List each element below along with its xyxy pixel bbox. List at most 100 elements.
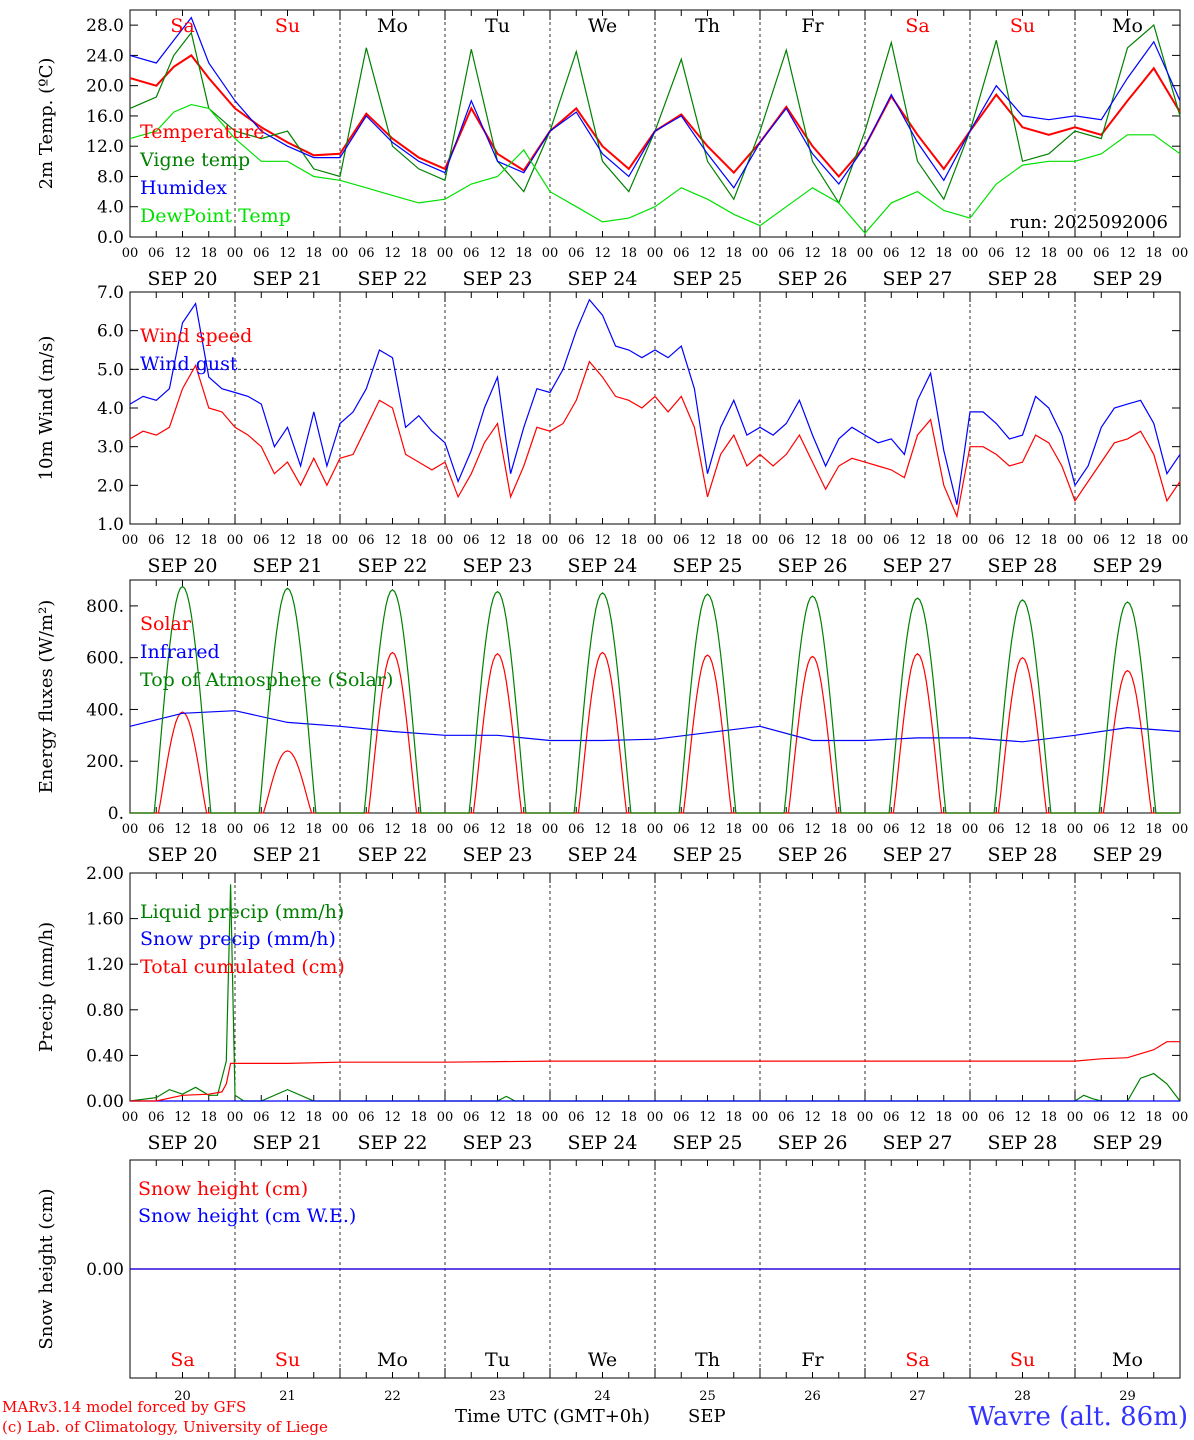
hour-label: 18: [1145, 822, 1162, 837]
hour-label: 00: [332, 822, 349, 837]
hour-label: 12: [804, 1110, 821, 1125]
hour-label: 12: [804, 533, 821, 548]
date-label: SEP 28: [988, 1132, 1058, 1154]
hour-label: 00: [542, 1110, 559, 1125]
hour-label: 00: [857, 822, 874, 837]
date-label: SEP 27: [883, 555, 953, 577]
hour-label: 12: [909, 246, 926, 261]
hour-label: 18: [200, 822, 217, 837]
weekday-label-bottom: Tu: [485, 1349, 510, 1371]
hour-label: 12: [699, 533, 716, 548]
legend-entry: Liquid precip (mm/h): [140, 901, 344, 923]
legend-entry: Top of Atmosphere (Solar): [140, 669, 393, 691]
hour-label: 18: [620, 246, 637, 261]
day-number-label: 20: [174, 1389, 191, 1404]
date-label: SEP 28: [988, 268, 1058, 290]
series-line-infrared: [129, 710, 1181, 743]
y-tick-label: 4.0: [97, 198, 124, 218]
hour-label: 00: [122, 1110, 139, 1125]
date-label: SEP 26: [778, 844, 848, 866]
hour-label: 06: [673, 822, 690, 837]
hour-label: 06: [253, 533, 270, 548]
y-tick-label: 0.40: [86, 1046, 124, 1066]
hour-label: 18: [305, 533, 322, 548]
hour-label: 00: [1067, 533, 1084, 548]
day-number-label: 29: [1119, 1389, 1136, 1404]
hour-label: 18: [725, 822, 742, 837]
hour-label: 12: [279, 1110, 296, 1125]
hour-label: 12: [489, 533, 506, 548]
hour-label: 12: [279, 822, 296, 837]
date-label: SEP 29: [1093, 844, 1163, 866]
hour-label: 18: [725, 533, 742, 548]
date-label: SEP 28: [988, 555, 1058, 577]
hour-label: 06: [988, 1110, 1005, 1125]
date-label: SEP 27: [883, 1132, 953, 1154]
date-label: SEP 21: [253, 268, 323, 290]
y-tick-label: 3.0: [97, 438, 124, 458]
series-line-top-of-atmosphere-solar-: [130, 585, 1180, 814]
hour-label: 06: [1093, 246, 1110, 261]
date-label: SEP 21: [253, 1132, 323, 1154]
hour-label: 06: [148, 246, 165, 261]
hour-label: 06: [358, 246, 375, 261]
hour-label: 12: [174, 1110, 191, 1125]
date-label: SEP 23: [463, 1132, 533, 1154]
hour-label: 12: [489, 1110, 506, 1125]
time-axis-title: Time UTC (GMT+0h): [455, 1406, 650, 1427]
weekday-label-top: Sa: [170, 15, 194, 37]
y-axis-label: Precip (mm/h): [36, 922, 57, 1052]
hour-label: 06: [463, 822, 480, 837]
hour-label: 00: [752, 246, 769, 261]
hour-label: 12: [384, 246, 401, 261]
hour-label: 12: [384, 533, 401, 548]
hour-label: 06: [673, 533, 690, 548]
date-label: SEP 24: [568, 555, 638, 577]
hour-label: 06: [1093, 822, 1110, 837]
hour-label: 06: [988, 822, 1005, 837]
hour-label: 00: [1172, 1110, 1189, 1125]
date-label: SEP 28: [988, 844, 1058, 866]
date-label: SEP 24: [568, 268, 638, 290]
hour-label: 12: [909, 533, 926, 548]
hour-label: 00: [1067, 822, 1084, 837]
y-tick-label: 28.0: [86, 16, 124, 36]
hour-label: 18: [620, 1110, 637, 1125]
weekday-label-top: Su: [1010, 15, 1035, 37]
hour-label: 00: [437, 1110, 454, 1125]
hour-label: 12: [174, 822, 191, 837]
y-tick-label: 6.0: [97, 322, 124, 342]
date-label: SEP 26: [778, 555, 848, 577]
hour-label: 12: [804, 246, 821, 261]
hour-label: 00: [437, 246, 454, 261]
hour-label: 18: [200, 533, 217, 548]
hour-label: 00: [227, 1110, 244, 1125]
hour-label: 06: [253, 822, 270, 837]
y-tick-label: 24.0: [86, 46, 124, 66]
date-label: SEP 27: [883, 844, 953, 866]
hour-label: 00: [752, 533, 769, 548]
hour-label: 06: [568, 822, 585, 837]
hour-label: 00: [542, 246, 559, 261]
date-label: SEP 22: [358, 1132, 428, 1154]
date-label: SEP 21: [253, 555, 323, 577]
hour-label: 06: [778, 822, 795, 837]
hour-label: 18: [200, 1110, 217, 1125]
weekday-label-bottom: Su: [1010, 1349, 1035, 1371]
hour-label: 12: [909, 822, 926, 837]
weekday-label-top: We: [588, 15, 617, 37]
series-line-total-cumulated-cm-: [130, 1041, 1180, 1102]
weekday-label-bottom: Mo: [377, 1349, 408, 1371]
hour-label: 18: [935, 533, 952, 548]
model-credit: MARv3.14 model forced by GFS: [2, 1398, 247, 1416]
date-label: SEP 26: [778, 268, 848, 290]
y-tick-label: 7.0: [97, 283, 124, 303]
date-label: SEP 24: [568, 1132, 638, 1154]
y-tick-label: 16.0: [86, 107, 124, 127]
legend-entry: Solar: [140, 613, 192, 635]
hour-label: 00: [647, 822, 664, 837]
hour-label: 12: [699, 1110, 716, 1125]
hour-label: 18: [1145, 1110, 1162, 1125]
date-label: SEP 20: [148, 844, 218, 866]
hour-label: 18: [515, 822, 532, 837]
